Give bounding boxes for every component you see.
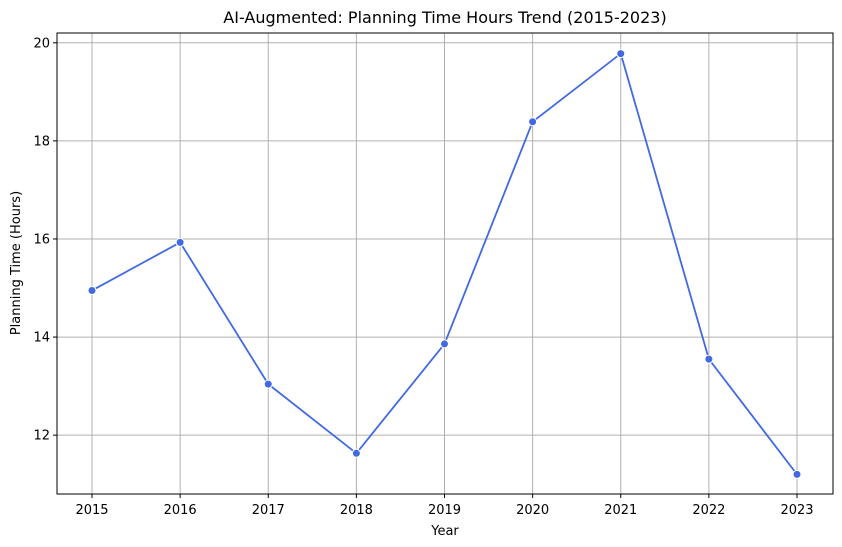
data-point [704, 354, 714, 364]
data-point [263, 379, 273, 389]
data-point [792, 469, 802, 479]
y-tick-label: 16 [33, 232, 50, 247]
data-point [351, 448, 361, 458]
y-tick-label: 14 [33, 331, 50, 346]
data-point [87, 285, 97, 295]
data-point [528, 117, 538, 127]
x-axis-label: Year [430, 524, 459, 539]
series-layer [87, 49, 802, 479]
x-tick-label: 2020 [516, 503, 549, 518]
grid-lines [57, 33, 833, 494]
data-point [175, 237, 185, 247]
data-point [616, 49, 626, 59]
x-tick-label: 2015 [75, 503, 108, 518]
x-tick-label: 2022 [692, 503, 725, 518]
chart-title: AI-Augmented: Planning Time Hours Trend … [223, 8, 666, 27]
x-tick-label: 2023 [780, 503, 813, 518]
data-point [440, 339, 449, 349]
x-tick-label: 2019 [428, 503, 461, 518]
y-axis-label: Planning Time (Hours) [9, 191, 24, 335]
x-tick-label: 2021 [604, 503, 637, 518]
y-tick-label: 20 [33, 36, 50, 51]
x-tick-label: 2017 [252, 503, 285, 518]
axis-ticks: 2015 2016 2017 2018 2019 2020 2021 2022 20231214… [33, 36, 813, 518]
x-tick-label: 2018 [340, 503, 373, 518]
y-tick-label: 18 [33, 134, 50, 149]
x-tick-label: 2016 [164, 503, 197, 518]
y-tick-label: 12 [33, 429, 50, 444]
